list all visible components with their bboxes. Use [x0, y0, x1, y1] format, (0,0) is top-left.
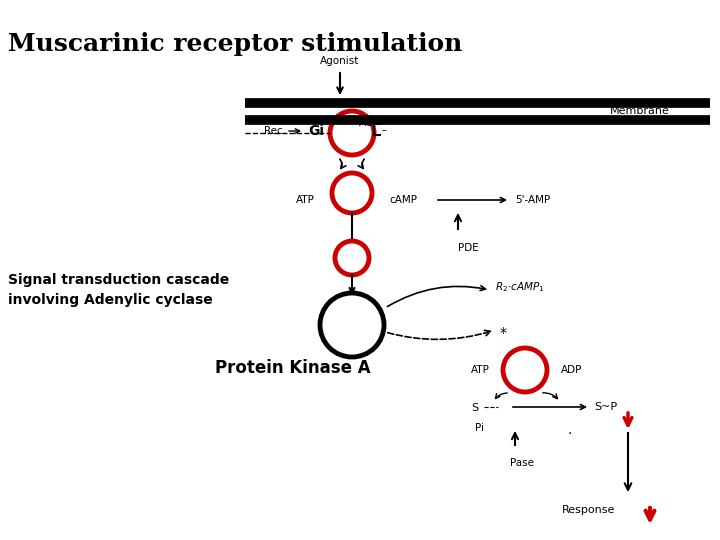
- Text: S~P: S~P: [594, 402, 617, 412]
- Text: Membrane: Membrane: [610, 106, 670, 116]
- Text: Response: Response: [562, 505, 615, 515]
- Text: PDE: PDE: [458, 243, 478, 253]
- Text: *: *: [500, 326, 507, 340]
- Text: ATP: ATP: [471, 365, 490, 375]
- Text: Agonist: Agonist: [320, 56, 360, 66]
- Text: AC: AC: [359, 118, 373, 128]
- Text: Muscarinic receptor stimulation: Muscarinic receptor stimulation: [8, 32, 462, 56]
- Text: Signal transduction cascade
involving Adenylic cyclase: Signal transduction cascade involving Ad…: [8, 273, 229, 307]
- Text: $R_2{\cdot}cAMP_1$: $R_2{\cdot}cAMP_1$: [495, 280, 544, 294]
- Text: Pi: Pi: [475, 423, 485, 433]
- Text: cAMP: cAMP: [389, 195, 417, 205]
- Text: Pase: Pase: [510, 458, 534, 468]
- Text: 5'-AMP: 5'-AMP: [515, 195, 550, 205]
- Text: S: S: [472, 403, 479, 413]
- Text: ATP: ATP: [296, 195, 315, 205]
- Text: Protein Kinase A: Protein Kinase A: [215, 359, 371, 377]
- Text: ADP: ADP: [561, 365, 582, 375]
- Text: Gi: Gi: [308, 124, 324, 138]
- Text: .: .: [568, 423, 572, 437]
- Text: –: –: [382, 125, 387, 135]
- Text: Rec: Rec: [264, 126, 282, 136]
